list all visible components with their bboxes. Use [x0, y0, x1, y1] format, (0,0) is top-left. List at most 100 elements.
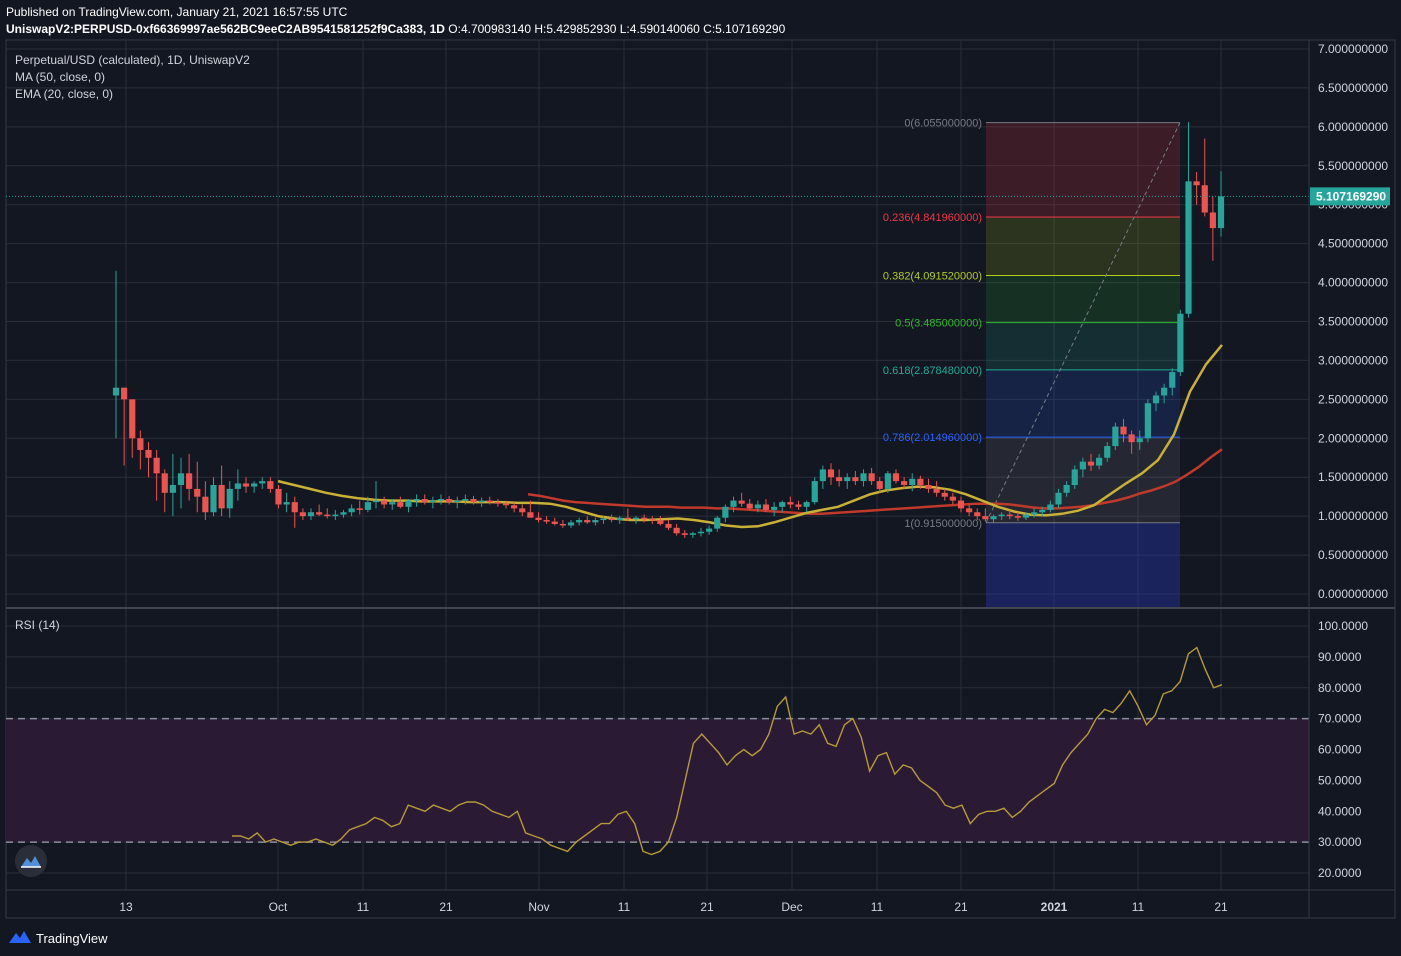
x-tick-label: 11 [871, 900, 884, 914]
candle-body [316, 512, 323, 515]
candle-body [941, 492, 948, 497]
candle-body [299, 512, 306, 517]
last-price-tag [1310, 187, 1390, 206]
rsi-series [232, 646, 1223, 856]
symbol-header: UniswapV2:PERPUSD-0xf66369997ae562BC9eeC… [6, 22, 785, 36]
candle-body [827, 469, 835, 478]
fib-level-label: 0.382(4.091520000) [883, 270, 982, 282]
candle-body [949, 496, 956, 501]
candle-body [754, 504, 761, 509]
rsi-tick-label: 40.0000 [1318, 804, 1362, 818]
candle-body [689, 533, 696, 535]
candle-body [1185, 181, 1192, 314]
chart-panel [5, 39, 1396, 919]
candle-body [405, 500, 412, 507]
rsi-tick-label: 20.0000 [1318, 866, 1362, 880]
candle-body [1055, 492, 1062, 505]
candle-body [494, 502, 501, 504]
rsi-tick-label: 70.0000 [1318, 712, 1362, 726]
x-tick-label: Nov [528, 900, 549, 914]
candle-body [836, 477, 843, 482]
candle-body [584, 520, 591, 523]
y-tick-label: 4.000000000 [1318, 276, 1388, 290]
candle-body [746, 503, 753, 509]
candle-body [381, 500, 388, 505]
candle-body [372, 500, 380, 503]
rsi-tick-label: 100.0000 [1318, 619, 1368, 633]
candle-body [1209, 212, 1216, 229]
candle-body [511, 505, 518, 509]
candle-body [1087, 461, 1095, 466]
candle-body [649, 519, 656, 521]
x-tick-label: Dec [781, 900, 802, 914]
candle-body [202, 496, 209, 513]
tradingview-cloud-icon[interactable] [15, 845, 47, 877]
x-tick-label: 21 [439, 900, 453, 914]
candle-body [1193, 181, 1200, 186]
candle-body [462, 499, 469, 501]
candle-body [1112, 426, 1119, 447]
y-tick-label: 0.000000000 [1318, 587, 1388, 601]
candle-body [576, 520, 583, 523]
x-tick-label: 11 [357, 900, 370, 914]
y-tick-label: 7.000000000 [1318, 42, 1388, 56]
candle-body [901, 481, 908, 485]
rsi-tick-label: 90.0000 [1318, 650, 1362, 664]
candle-body [600, 518, 607, 521]
y-tick-label: 1.000000000 [1318, 509, 1388, 523]
candle-body [641, 517, 648, 520]
legend-ma[interactable]: MA (50, close, 0) [15, 70, 106, 84]
legend-ema[interactable]: EMA (20, close, 0) [15, 87, 114, 101]
candle-body [771, 506, 778, 510]
candle-body [1136, 438, 1143, 443]
brand-name: TradingView [36, 931, 108, 946]
candle-body [803, 502, 810, 507]
candle-body [364, 502, 371, 510]
candle-body [194, 488, 201, 497]
candle-body [446, 499, 453, 503]
candle-body [470, 499, 477, 503]
candle-body [527, 512, 534, 518]
candle-body [909, 478, 916, 485]
candle-body [876, 481, 883, 489]
candle-body [1079, 461, 1086, 470]
legend-rsi[interactable]: RSI (14) [15, 618, 60, 632]
legend-title[interactable]: Perpetual/USD (calculated), 1D, UniswapV… [15, 53, 250, 67]
x-tick-label: 13 [119, 900, 133, 914]
y-tick-label: 6.000000000 [1318, 120, 1388, 134]
candle-body [592, 520, 599, 523]
candle-body [251, 483, 258, 487]
symbol-name[interactable]: UniswapV2:PERPUSD-0xf66369997ae562BC9eeC… [6, 22, 445, 36]
candle-body [559, 523, 566, 526]
candle-body [608, 518, 615, 521]
candle-body [892, 473, 900, 482]
candle-body [1071, 469, 1078, 485]
fib-zone [986, 217, 1180, 276]
candle-body [795, 504, 802, 507]
y-tick-label: 2.500000000 [1318, 392, 1388, 406]
candle-body [429, 500, 436, 503]
candle-body [966, 508, 973, 513]
candle-body [567, 522, 575, 526]
candle-body [1161, 387, 1168, 396]
candle-body [957, 500, 965, 509]
candle-body [990, 516, 997, 520]
y-tick-label: 1.500000000 [1318, 470, 1388, 484]
candle-body [730, 500, 737, 507]
candle-body [1217, 196, 1225, 229]
y-tick-label: 3.000000000 [1318, 353, 1388, 367]
candle-body [1039, 509, 1046, 513]
candle-body [307, 512, 315, 517]
candle-body [1177, 313, 1184, 373]
fibonacci-retracement[interactable]: 0(6.055000000) 0.236(4.841960000) 0.382(4.… [883, 118, 1181, 608]
fib-level-label: 0.618(2.878480000) [883, 365, 982, 377]
x-tick-label: Oct [269, 900, 288, 914]
candle-body [1006, 514, 1013, 517]
y-tick-label: 4.500000000 [1318, 237, 1388, 251]
candle-body [242, 483, 250, 487]
rsi-line [232, 646, 1223, 856]
candle-body [697, 531, 705, 534]
x-tick-label: 21 [1214, 900, 1228, 914]
brand-footer[interactable]: TradingView [8, 930, 108, 947]
